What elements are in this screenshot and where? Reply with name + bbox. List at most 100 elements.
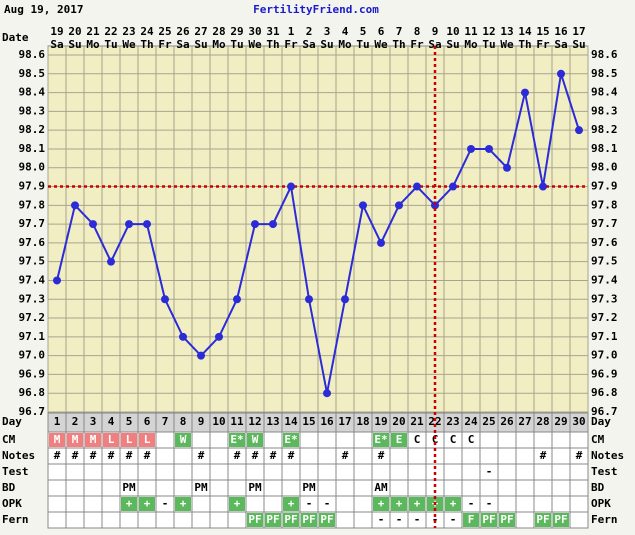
y-tick-label-right: 98.2 bbox=[591, 123, 618, 136]
date-label: 19 bbox=[50, 25, 63, 38]
cell-text: C bbox=[468, 433, 475, 446]
y-tick-label: 97.0 bbox=[19, 349, 46, 362]
cell-background bbox=[139, 497, 155, 511]
cell-text: + bbox=[414, 497, 421, 510]
date-label: 27 bbox=[194, 25, 207, 38]
y-tick-label-right: 96.9 bbox=[591, 367, 618, 380]
y-tick-label-right: 96.7 bbox=[591, 405, 618, 418]
date-label: 29 bbox=[230, 25, 243, 38]
cell-background bbox=[283, 513, 299, 527]
cell-text: # bbox=[378, 449, 385, 462]
row-label-right: CM bbox=[591, 433, 605, 446]
temperature-point bbox=[575, 126, 583, 135]
weekday-label: Fr bbox=[410, 38, 424, 51]
cell-background bbox=[85, 433, 101, 447]
cell-text: # bbox=[576, 449, 583, 462]
weekday-label: Tu bbox=[482, 38, 495, 51]
day-number: 8 bbox=[180, 415, 187, 428]
temperature-point bbox=[467, 144, 475, 153]
cell-background bbox=[409, 497, 425, 511]
y-tick-label: 98.5 bbox=[19, 67, 46, 80]
day-number: 23 bbox=[446, 415, 459, 428]
y-tick-label: 96.7 bbox=[19, 405, 46, 418]
date-label: Date bbox=[2, 31, 29, 44]
chart-date: Aug 19, 2017 bbox=[4, 3, 83, 16]
y-tick-label: 98.1 bbox=[19, 142, 46, 155]
y-tick-label: 98.4 bbox=[19, 86, 46, 99]
day-number: 17 bbox=[338, 415, 351, 428]
weekday-label: Su bbox=[194, 38, 207, 51]
temperature-point bbox=[197, 351, 205, 360]
weekday-label: Sa bbox=[428, 38, 441, 51]
cell-text: PM bbox=[248, 481, 262, 494]
y-tick-label: 98.0 bbox=[19, 161, 46, 174]
cell-text: PF bbox=[284, 513, 297, 526]
temperature-point bbox=[449, 182, 457, 191]
cell-text: # bbox=[72, 449, 79, 462]
y-tick-label: 98.2 bbox=[19, 123, 46, 136]
y-tick-label: 97.5 bbox=[19, 255, 46, 268]
cell-text: PM bbox=[194, 481, 208, 494]
cell-text: - bbox=[486, 497, 493, 510]
cell-background bbox=[553, 513, 569, 527]
temperature-point bbox=[305, 295, 313, 304]
day-number: 9 bbox=[198, 415, 205, 428]
day-number: 21 bbox=[410, 415, 424, 428]
cell-text: PF bbox=[536, 513, 549, 526]
cell-text: # bbox=[234, 449, 241, 462]
day-number: 29 bbox=[554, 415, 567, 428]
cell-text: + bbox=[378, 497, 385, 510]
date-label: 17 bbox=[572, 25, 585, 38]
y-tick-label-right: 97.9 bbox=[591, 180, 618, 193]
weekday-label: Th bbox=[518, 38, 531, 51]
temperature-point bbox=[503, 163, 511, 172]
weekday-label: Su bbox=[572, 38, 585, 51]
cell-text: W bbox=[180, 433, 187, 446]
cell-background bbox=[265, 513, 281, 527]
weekday-label: Th bbox=[392, 38, 405, 51]
day-number: 24 bbox=[464, 415, 478, 428]
temperature-point bbox=[143, 220, 151, 229]
date-label: 23 bbox=[122, 25, 135, 38]
day-number: 15 bbox=[302, 415, 315, 428]
date-label: 2 bbox=[306, 25, 313, 38]
date-label: 3 bbox=[324, 25, 331, 38]
date-label: 9 bbox=[432, 25, 439, 38]
cell-text: E bbox=[396, 433, 403, 446]
date-label: 13 bbox=[500, 25, 513, 38]
temperature-point bbox=[107, 257, 115, 266]
cell-background bbox=[463, 513, 479, 527]
date-label: 26 bbox=[176, 25, 190, 38]
cell-text: # bbox=[252, 449, 259, 462]
cell-text: - bbox=[396, 513, 403, 526]
day-number: 20 bbox=[392, 415, 405, 428]
day-number: 26 bbox=[500, 415, 514, 428]
row-label: Fern bbox=[2, 513, 29, 526]
row-label-right: Fern bbox=[591, 513, 618, 526]
cell-text: + bbox=[450, 497, 457, 510]
y-tick-label: 97.6 bbox=[19, 236, 46, 249]
weekday-label: We bbox=[374, 38, 388, 51]
row-label-right: OPK bbox=[591, 497, 611, 510]
cell-background bbox=[175, 433, 191, 447]
cell-text: C bbox=[432, 433, 439, 446]
y-tick-label-right: 98.1 bbox=[591, 142, 618, 155]
date-label: 21 bbox=[86, 25, 100, 38]
weekday-label: Mo bbox=[338, 38, 352, 51]
cell-text: # bbox=[126, 449, 133, 462]
cell-text: PF bbox=[500, 513, 513, 526]
day-number: 30 bbox=[572, 415, 585, 428]
cell-background bbox=[229, 497, 245, 511]
weekday-label: Sa bbox=[554, 38, 567, 51]
cell-background bbox=[247, 513, 263, 527]
temperature-point bbox=[359, 201, 367, 210]
day-number: 22 bbox=[428, 415, 441, 428]
y-tick-label: 97.3 bbox=[19, 292, 46, 305]
temperature-point bbox=[521, 88, 529, 97]
cell-background bbox=[49, 433, 65, 447]
date-label: 30 bbox=[248, 25, 261, 38]
cell-text: # bbox=[288, 449, 295, 462]
date-label: 31 bbox=[266, 25, 280, 38]
temperature-point bbox=[179, 332, 187, 341]
cell-text: AM bbox=[374, 481, 388, 494]
